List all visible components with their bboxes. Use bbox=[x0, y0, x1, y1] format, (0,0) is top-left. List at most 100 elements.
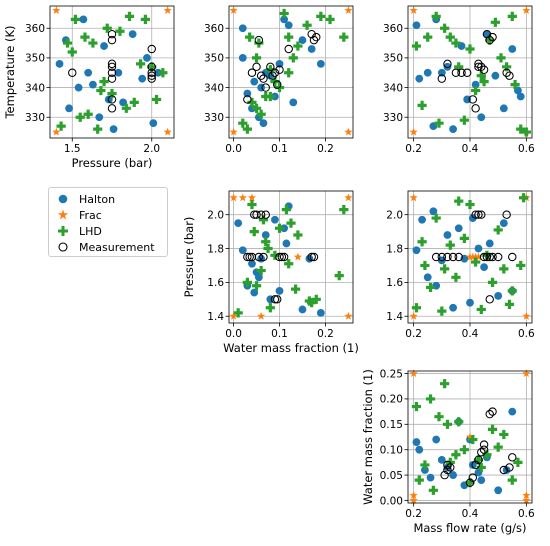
subplot-m-vs-p: 0.2 0.4 0.6 1.4 1.6 1.8 2.0 bbox=[386, 190, 535, 340]
data-point-measurement bbox=[448, 252, 458, 262]
data-point-lhd bbox=[293, 41, 303, 51]
data-point-measurement bbox=[147, 74, 156, 83]
data-point-measurement bbox=[488, 32, 497, 42]
series-lhd bbox=[411, 11, 531, 137]
data-point-measurement bbox=[243, 95, 252, 104]
data-point-measurement bbox=[457, 68, 466, 77]
data-point-measurement bbox=[508, 453, 517, 462]
data-point-halton bbox=[266, 295, 275, 304]
tick-label-x: 0.4 bbox=[462, 328, 479, 340]
data-point-halton bbox=[149, 119, 158, 128]
data-point-measurement bbox=[107, 95, 117, 104]
data-point-measurement bbox=[309, 35, 319, 45]
data-point-measurement bbox=[443, 465, 452, 475]
data-point-lhd bbox=[479, 77, 489, 87]
data-point-measurement bbox=[309, 252, 319, 262]
data-point-lhd bbox=[247, 199, 257, 210]
data-point-frac bbox=[465, 432, 475, 441]
data-point-frac bbox=[344, 127, 353, 136]
tick-label-y: 2.0 bbox=[207, 209, 224, 221]
data-point-halton bbox=[257, 83, 266, 92]
data-point-lhd bbox=[302, 20, 312, 30]
tick-label-y: 330 bbox=[383, 112, 403, 124]
data-point-lhd bbox=[242, 277, 252, 287]
subplot-p-vs-T: 1.5 2.0 330 340 350 360 Pressure (bar) Temperat… bbox=[3, 5, 175, 170]
tick-label-y: 1.8 bbox=[207, 243, 224, 255]
data-point-measurement bbox=[243, 252, 252, 262]
data-point-lhd bbox=[67, 47, 77, 57]
data-point-halton bbox=[421, 466, 429, 474]
data-point-frac bbox=[52, 6, 61, 14]
tick-label-x: 0.2 bbox=[405, 508, 422, 520]
data-point-lhd bbox=[420, 260, 430, 271]
data-point-measurement bbox=[482, 252, 492, 262]
subplot-w-vs-p: 0.0 0.1 0.2 1.4 1.6 1.8 2.0 Water mass fraction… bbox=[182, 190, 359, 355]
tick-label-y: 0.15 bbox=[380, 419, 403, 431]
data-point-halton bbox=[485, 239, 494, 248]
data-point-frac bbox=[344, 193, 353, 202]
data-point-halton bbox=[100, 42, 108, 50]
axis-label-y: Temperature (K) bbox=[3, 25, 17, 119]
data-point-halton bbox=[284, 21, 293, 30]
data-point-halton bbox=[423, 273, 432, 282]
tick-label-x: 2.0 bbox=[143, 143, 160, 155]
data-point-measurement bbox=[502, 68, 511, 77]
legend-item-frac: Frac bbox=[55, 207, 102, 223]
data-point-measurement bbox=[477, 210, 486, 219]
data-point-frac bbox=[229, 127, 238, 136]
data-point-halton bbox=[449, 125, 457, 134]
data-point-halton bbox=[259, 119, 268, 128]
data-point-lhd bbox=[473, 455, 484, 465]
tick-label-y: 0.20 bbox=[380, 394, 403, 406]
data-point-halton bbox=[412, 21, 421, 30]
data-point-lhd bbox=[507, 286, 517, 296]
data-point-measurement bbox=[259, 74, 268, 83]
series-measurement bbox=[243, 29, 321, 104]
data-point-halton bbox=[257, 254, 266, 263]
data-point-lhd bbox=[83, 109, 93, 119]
data-point-halton bbox=[449, 303, 457, 312]
data-point-measurement bbox=[443, 460, 452, 470]
data-point-lhd bbox=[99, 77, 109, 87]
data-point-halton bbox=[466, 298, 474, 307]
data-point-lhd bbox=[518, 193, 529, 203]
data-point-frac bbox=[163, 127, 172, 136]
data-point-halton bbox=[128, 30, 137, 39]
data-point-lhd bbox=[471, 85, 481, 96]
tick-label-y: 1.4 bbox=[386, 311, 403, 323]
data-point-frac bbox=[229, 193, 238, 202]
series-frac bbox=[52, 6, 172, 136]
axis-label-y: Water mass fraction (1) bbox=[361, 369, 375, 505]
legend-label-frac: Frac bbox=[79, 208, 102, 222]
data-point-lhd bbox=[420, 460, 430, 470]
data-point-halton bbox=[412, 438, 421, 446]
tick-label-x: 0.1 bbox=[271, 143, 288, 155]
tick-label-x: 0.2 bbox=[405, 143, 422, 155]
data-point-lhd bbox=[136, 59, 146, 69]
data-point-measurement bbox=[252, 62, 261, 72]
data-point-halton bbox=[238, 54, 247, 62]
data-point-measurement bbox=[245, 252, 254, 262]
data-point-halton bbox=[238, 246, 247, 255]
data-point-frac bbox=[344, 311, 353, 320]
tick-label-x: 0.0 bbox=[225, 328, 242, 340]
data-point-measurement bbox=[254, 35, 264, 45]
data-point-lhd bbox=[468, 434, 478, 445]
data-point-frac bbox=[522, 369, 531, 377]
data-point-lhd bbox=[437, 306, 447, 316]
data-point-lhd bbox=[96, 85, 106, 96]
data-point-lhd bbox=[158, 68, 168, 78]
tick-label-x: 0.4 bbox=[462, 143, 479, 155]
data-point-measurement bbox=[284, 44, 293, 54]
series-lhd bbox=[238, 8, 349, 134]
data-point-measurement bbox=[256, 210, 266, 219]
data-point-lhd bbox=[265, 65, 275, 75]
tick-label-x: 0.6 bbox=[518, 508, 535, 520]
data-point-lhd bbox=[440, 23, 450, 33]
data-point-halton bbox=[74, 83, 83, 92]
data-point-measurement bbox=[485, 252, 494, 262]
tick-label-y: 340 bbox=[25, 82, 45, 94]
data-point-halton bbox=[480, 263, 488, 272]
data-point-measurement bbox=[261, 83, 270, 92]
circle-marker-icon bbox=[58, 194, 68, 204]
